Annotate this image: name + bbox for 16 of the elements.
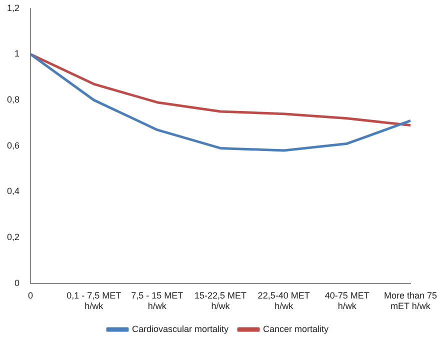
x-tick-label: 40-75 MET h/wk [324, 290, 370, 312]
x-tick-label: 0,1 - 7,5 MET h/wk [66, 290, 122, 312]
y-tick-label: 0,4 [6, 186, 20, 196]
legend-label: Cancer mortality [263, 324, 330, 334]
y-tick-label: 0,8 [6, 94, 20, 105]
x-tick-label: 7,5 - 15 MET h/wk [131, 290, 184, 312]
y-tick-label: 0,2 [6, 232, 20, 242]
x-tick-label: 22,5-40 MET h/wk [258, 290, 310, 312]
x-tick-label: More than 75 mET h/wk [384, 290, 438, 312]
legend-label: Cardiovascular mortality [132, 324, 230, 334]
y-tick-label: 1 [14, 48, 20, 59]
y-tick-label: 0,6 [6, 140, 20, 150]
x-tick-label: 15-22,5 MET h/wk [194, 290, 248, 312]
y-tick-label: 0 [14, 278, 20, 288]
y-tick-label: 1,2 [6, 2, 20, 13]
x-tick-label: 0 [28, 290, 34, 300]
